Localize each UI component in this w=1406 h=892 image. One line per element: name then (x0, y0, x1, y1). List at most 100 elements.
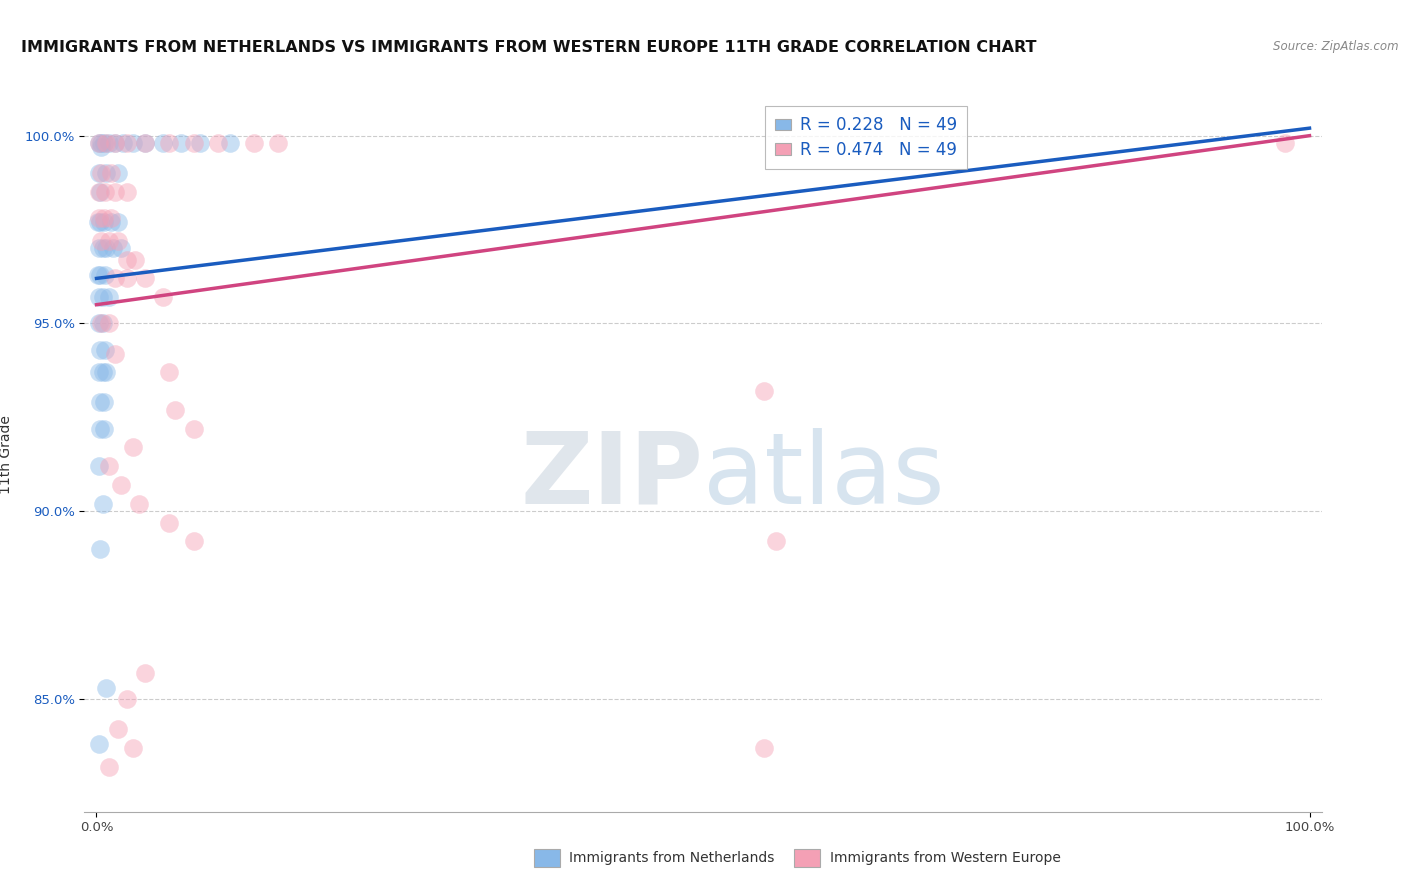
Point (97, 317, 120, 331)
Point (97, 290, 120, 304)
Point (107, 234, 129, 248)
Text: atlas: atlas (703, 428, 945, 524)
Point (87, 166, 110, 180)
Point (91, 317, 114, 331)
Legend: R = 0.228   N = 49, R = 0.474   N = 49: R = 0.228 N = 49, R = 0.474 N = 49 (765, 106, 967, 169)
Point (87, 136, 110, 151)
Point (89, 395, 111, 409)
Point (183, 422, 205, 436)
Point (87, 211, 110, 226)
Point (91, 497, 114, 511)
Point (104, 185, 127, 199)
Point (115, 136, 138, 151)
Point (107, 166, 129, 180)
Point (110, 241, 132, 255)
Point (93, 395, 115, 409)
Point (107, 215, 129, 229)
Point (104, 271, 127, 285)
Point (104, 346, 127, 360)
Text: ZIP: ZIP (520, 428, 703, 524)
Point (219, 136, 242, 151)
Point (97, 136, 120, 151)
Text: IMMIGRANTS FROM NETHERLANDS VS IMMIGRANTS FROM WESTERN EUROPE 11TH GRADE CORRELA: IMMIGRANTS FROM NETHERLANDS VS IMMIGRANT… (21, 40, 1036, 55)
Point (87, 737, 110, 751)
Point (86, 215, 108, 229)
Point (89, 343, 111, 357)
Point (107, 722, 129, 736)
Point (110, 478, 132, 492)
Point (152, 136, 174, 151)
Point (90, 234, 112, 248)
Point (752, 384, 775, 398)
Point (243, 136, 266, 151)
Point (87, 136, 110, 151)
Point (122, 740, 145, 755)
Point (134, 136, 156, 151)
Point (97, 759, 120, 773)
Point (100, 215, 122, 229)
Point (97, 234, 120, 248)
Point (157, 365, 180, 379)
Point (128, 497, 150, 511)
Point (86, 268, 108, 282)
Point (89, 268, 111, 282)
Point (96, 681, 118, 695)
Point (87, 290, 110, 304)
Point (87, 459, 110, 474)
Point (115, 692, 138, 706)
Point (765, 534, 787, 549)
Point (93, 136, 115, 151)
Point (170, 136, 193, 151)
Point (112, 136, 135, 151)
Point (89, 541, 111, 556)
Point (87, 317, 110, 331)
Point (87, 365, 110, 379)
Point (96, 136, 118, 151)
Point (124, 252, 146, 267)
Text: Source: ZipAtlas.com: Source: ZipAtlas.com (1274, 40, 1399, 54)
Point (93, 215, 115, 229)
Point (183, 136, 205, 151)
Point (122, 136, 145, 151)
Point (134, 136, 156, 151)
Point (89, 215, 111, 229)
Point (1274, 136, 1296, 151)
Point (104, 136, 127, 151)
Point (103, 241, 125, 255)
Point (165, 402, 187, 417)
Point (90, 140, 112, 154)
Point (89, 422, 111, 436)
Point (89, 185, 111, 199)
Point (157, 136, 180, 151)
Point (752, 740, 775, 755)
Point (152, 290, 174, 304)
Point (207, 136, 229, 151)
Point (100, 211, 122, 226)
Point (134, 665, 156, 680)
Point (90, 166, 112, 180)
Text: Immigrants from Western Europe: Immigrants from Western Europe (830, 851, 1060, 865)
Point (87, 241, 110, 255)
Point (115, 271, 138, 285)
Text: Immigrants from Netherlands: Immigrants from Netherlands (569, 851, 775, 865)
Point (90, 317, 112, 331)
Point (134, 271, 156, 285)
Point (91, 365, 114, 379)
Y-axis label: 11th Grade: 11th Grade (0, 416, 13, 494)
Point (96, 365, 118, 379)
Point (90, 136, 112, 151)
Point (115, 185, 138, 199)
Point (100, 166, 122, 180)
Point (94, 185, 117, 199)
Point (91, 241, 114, 255)
Point (93, 211, 115, 226)
Point (188, 136, 211, 151)
Point (122, 441, 145, 455)
Point (267, 136, 290, 151)
Point (93, 422, 115, 436)
Point (94, 343, 117, 357)
Point (183, 534, 205, 549)
Point (115, 252, 138, 267)
Point (87, 185, 110, 199)
Point (104, 136, 127, 151)
